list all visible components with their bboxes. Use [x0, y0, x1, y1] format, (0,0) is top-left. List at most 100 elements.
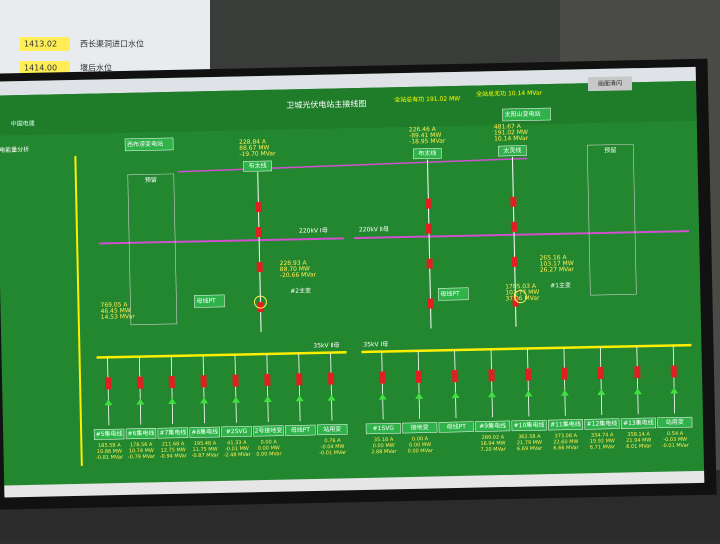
line-reading: -18.95 MVar [409, 138, 446, 146]
feeder-reading: 41.33 A [227, 440, 247, 446]
feeder-reading: 22.60 MW [553, 439, 578, 446]
feeder-name-box [584, 418, 620, 430]
feeder-name-box [402, 422, 438, 434]
bus-35-2 [96, 351, 347, 359]
sidebar-label: 电能量分析 [0, 145, 29, 154]
transformer-name: #1主变 [550, 281, 571, 289]
breaker [104, 377, 112, 390]
feeder-reading: 16.94 MW [480, 440, 505, 447]
feeder-reading: 289.02 A [482, 435, 505, 441]
diagram: 西布涝变电站 太阳山变电站 220kV Ⅰ母 220kV Ⅱ母 228.84 A88.6… [74, 107, 693, 485]
feeder-line [636, 346, 639, 415]
breaker [255, 202, 262, 213]
feeder-name-box [657, 416, 693, 429]
header-bar [0, 80, 697, 136]
feeder-reading: 0.00 A [261, 439, 278, 445]
breaker [232, 374, 239, 387]
disconnector [560, 389, 569, 396]
reserved-box [586, 143, 637, 296]
side-label: 西长渠洞进口水位 [80, 39, 144, 49]
feeder-reading: -0.01 MVar [319, 450, 347, 457]
tx-high: 103.17 MW [540, 260, 574, 268]
feeder-name-box [125, 428, 157, 440]
value-box [20, 37, 70, 51]
pt-box [437, 287, 469, 301]
feeder-reading: 334.74 A [591, 432, 614, 438]
feeder-reading: 0.00 MW [373, 443, 395, 449]
tx-high: 26.27 MVar [540, 266, 575, 274]
feeder-reading: 2.88 MVar [371, 449, 397, 456]
breaker [512, 296, 519, 307]
left-riser [74, 155, 83, 466]
pt-label: 母线PT [440, 289, 460, 297]
breaker [511, 256, 518, 267]
feeder-line [454, 350, 457, 419]
feeder-reading: 211.68 A [162, 441, 185, 447]
feeder-reading: 7.20 MVar [480, 446, 506, 453]
total-p: 全站总有功 191.02 MW [394, 94, 460, 103]
feeder-reading: -0.03 MW [663, 437, 687, 443]
breaker [256, 262, 263, 273]
disconnector [415, 392, 424, 399]
feeder-reading: -0.94 MVar [160, 453, 188, 460]
feeder-reading: -0.79 MVar [128, 454, 156, 461]
line-name: 布太线 [418, 149, 436, 157]
feeder-name: #13集电线 [623, 418, 654, 427]
breaker [634, 366, 641, 379]
breaker [597, 366, 605, 380]
feeder-name: #5集电线 [96, 430, 123, 439]
feeder-line [599, 346, 603, 415]
feeder-name-box [285, 424, 316, 436]
breaker [257, 302, 264, 313]
toolbar [0, 66, 696, 96]
feeder-reading: -2.48 MVar [224, 452, 252, 459]
breaker [136, 376, 144, 389]
disconnector [633, 388, 642, 395]
disconnector [670, 387, 679, 394]
tx-high: 265.16 A [540, 254, 568, 262]
feeder-name: #9集电线 [479, 421, 506, 430]
line-name: 太灵线 [503, 146, 521, 154]
line-reading: 228.84 A [239, 138, 267, 146]
side-value: 1414.00 [24, 64, 57, 73]
breaker [561, 367, 568, 380]
disconnector [327, 394, 336, 401]
side-label: 堰后水位 [80, 63, 112, 73]
feeder-reading: 0.00 A [412, 436, 429, 442]
clear-button[interactable] [587, 76, 633, 92]
clear-button-label[interactable]: 画面清闪 [598, 79, 622, 88]
feeder-reading: 21.79 MW [517, 440, 542, 447]
reserved-box [127, 173, 178, 326]
tx-high: 228.93 A [280, 260, 308, 268]
breaker [426, 258, 433, 269]
breaker [255, 227, 263, 238]
station-box [124, 137, 174, 152]
side-monitor-rows: 1413.02 西长渠洞进口水位 1414.00 堰后水位 [20, 37, 144, 75]
tx-low: 14.53 MVar [101, 313, 136, 321]
breaker [670, 365, 677, 378]
logo: 中国电建 [11, 119, 35, 128]
bus-220-2 [354, 230, 690, 240]
feeder-name: #6集电线 [127, 429, 154, 438]
pt-label: 母线PT [196, 297, 216, 305]
breaker [510, 196, 517, 207]
line-reading: 10.14 MVar [494, 135, 529, 143]
pt-box [194, 294, 225, 308]
reserved-label: 预留 [604, 146, 616, 154]
feeder-name-box [253, 425, 284, 437]
feeder-name: #2SVG [226, 428, 248, 435]
breaker [425, 198, 432, 209]
feeder-reading: 19.92 MW [590, 438, 615, 445]
feeder-name: 接地变 [411, 423, 429, 431]
title: 卫城光伏电站主接线图 [286, 98, 366, 110]
bus-220-1 [99, 237, 345, 245]
feeder-name-box [221, 426, 252, 438]
feeder-line [330, 352, 333, 421]
feeder-reading: 35.18 A [374, 437, 394, 443]
feeder-name-box [189, 426, 221, 438]
feeder-line [527, 348, 530, 417]
feeder-line [234, 354, 237, 423]
disconnector [488, 391, 497, 398]
feeder-reading: -0.87 MVar [192, 452, 220, 459]
